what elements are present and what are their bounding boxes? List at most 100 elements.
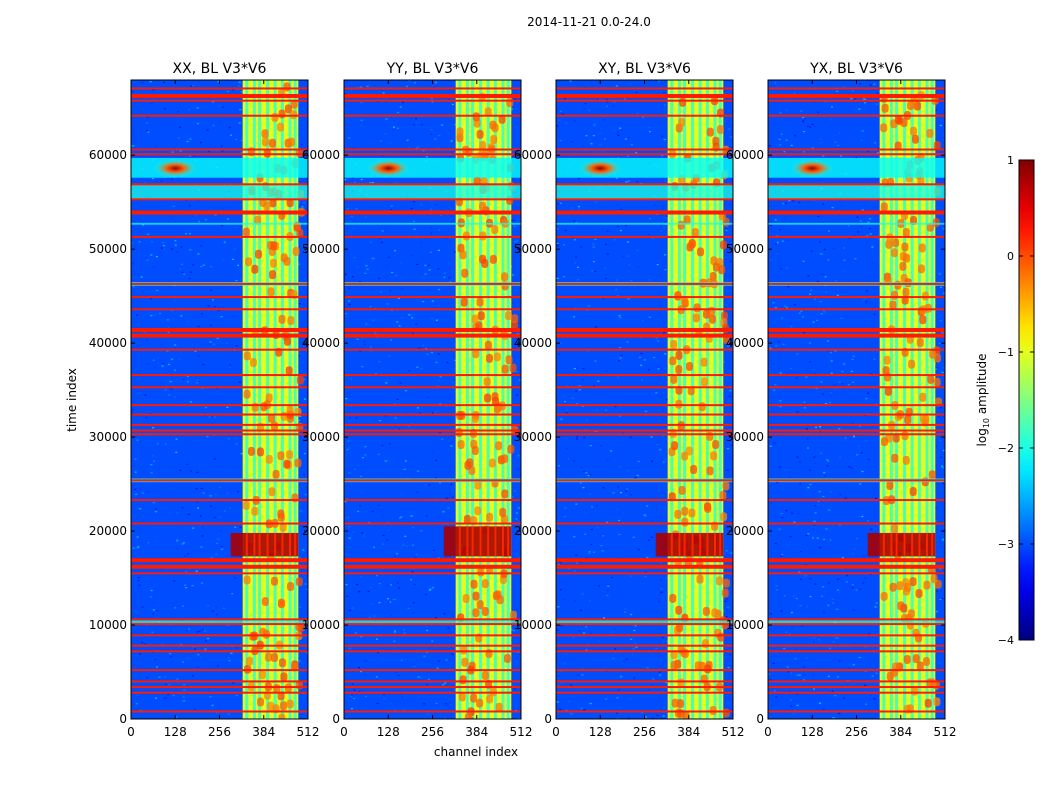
noise-speckle	[299, 415, 302, 417]
noise-speckle	[599, 132, 602, 134]
noise-speckle	[226, 492, 229, 494]
noise-speckle	[351, 607, 354, 609]
noise-speckle	[403, 709, 406, 711]
flag-row	[768, 669, 945, 672]
noise-speckle	[635, 152, 638, 154]
noise-speckle	[648, 279, 651, 281]
noise-speckle	[819, 497, 822, 499]
noise-speckle	[592, 551, 595, 553]
noise-speckle	[941, 112, 944, 114]
noise-speckle	[662, 461, 665, 463]
noise-speckle	[373, 615, 376, 617]
noise-speckle	[429, 588, 432, 590]
noise-speckle	[425, 156, 428, 158]
noise-speckle	[366, 85, 369, 87]
band-blob	[486, 512, 493, 522]
noise-speckle	[388, 355, 391, 357]
band-blob	[711, 608, 719, 618]
noise-speckle	[199, 515, 202, 517]
noise-speckle	[860, 452, 863, 454]
noise-speckle	[184, 555, 187, 557]
noise-speckle	[219, 516, 222, 518]
band-blob	[256, 447, 264, 457]
noise-speckle	[630, 144, 633, 146]
noise-speckle	[807, 487, 810, 489]
noise-speckle	[646, 556, 649, 558]
noise-speckle	[398, 325, 401, 327]
band-blob	[926, 222, 934, 232]
noise-speckle	[560, 682, 563, 684]
noise-speckle	[202, 492, 205, 494]
noise-speckle	[345, 313, 348, 315]
noise-speckle	[606, 105, 608, 107]
noise-speckle	[519, 346, 521, 348]
noise-speckle	[413, 228, 416, 230]
noise-speckle	[386, 303, 389, 305]
noise-speckle	[134, 267, 137, 269]
noise-speckle	[412, 526, 414, 528]
noise-speckle	[861, 515, 864, 518]
noise-speckle	[425, 85, 428, 87]
band-blob	[717, 632, 725, 642]
noise-speckle	[866, 150, 869, 153]
noise-speckle	[730, 552, 733, 554]
noise-speckle	[430, 208, 433, 210]
noise-speckle	[303, 378, 306, 380]
noise-speckle	[848, 591, 850, 593]
band-blob	[271, 576, 278, 586]
band-blob	[908, 359, 916, 369]
noise-speckle	[560, 418, 563, 420]
noise-speckle	[936, 233, 939, 235]
noise-speckle	[399, 262, 402, 264]
noise-speckle	[934, 507, 937, 509]
noise-speckle	[203, 361, 206, 363]
noise-speckle	[167, 694, 170, 696]
noise-speckle	[415, 553, 418, 556]
noise-speckle	[191, 585, 194, 587]
noise-speckle	[146, 259, 149, 261]
noise-speckle	[636, 672, 638, 674]
x-tick-label: 128	[377, 725, 400, 739]
noise-speckle	[138, 241, 141, 243]
band-blob	[679, 97, 687, 107]
noise-speckle	[416, 263, 419, 265]
flag-row	[556, 348, 733, 351]
noise-speckle	[854, 548, 857, 550]
band-blob	[481, 259, 489, 268]
noise-speckle	[302, 474, 305, 476]
noise-speckle	[602, 297, 605, 299]
noise-speckle	[942, 228, 945, 230]
noise-speckle	[156, 666, 158, 668]
noise-speckle	[437, 660, 440, 662]
flag-row	[556, 87, 733, 90]
noise-speckle	[404, 535, 407, 537]
noise-speckle	[824, 475, 827, 477]
noise-speckle	[858, 83, 861, 85]
noise-speckle	[778, 443, 781, 445]
band-blob	[891, 524, 899, 534]
noise-speckle	[572, 636, 575, 639]
band-column-stripe	[252, 80, 256, 719]
noise-speckle	[656, 444, 659, 446]
noise-speckle	[194, 648, 196, 650]
noise-speckle	[376, 575, 378, 577]
noise-speckle	[418, 347, 421, 349]
noise-speckle	[611, 243, 614, 245]
band-blob	[881, 437, 888, 447]
noise-speckle	[873, 83, 876, 85]
noise-speckle	[227, 218, 229, 220]
band-blob	[681, 517, 689, 527]
noise-speckle	[452, 461, 455, 463]
noise-speckle	[589, 703, 592, 705]
band-blob	[476, 297, 484, 307]
noise-speckle	[611, 631, 614, 633]
noise-speckle	[785, 472, 788, 474]
noise-speckle	[136, 439, 139, 441]
noise-speckle	[791, 512, 794, 514]
noise-speckle	[851, 423, 854, 425]
band-blob	[243, 575, 251, 585]
noise-speckle	[590, 543, 593, 546]
noise-speckle	[358, 591, 361, 593]
noise-speckle	[852, 609, 855, 611]
band-blob	[669, 356, 677, 366]
